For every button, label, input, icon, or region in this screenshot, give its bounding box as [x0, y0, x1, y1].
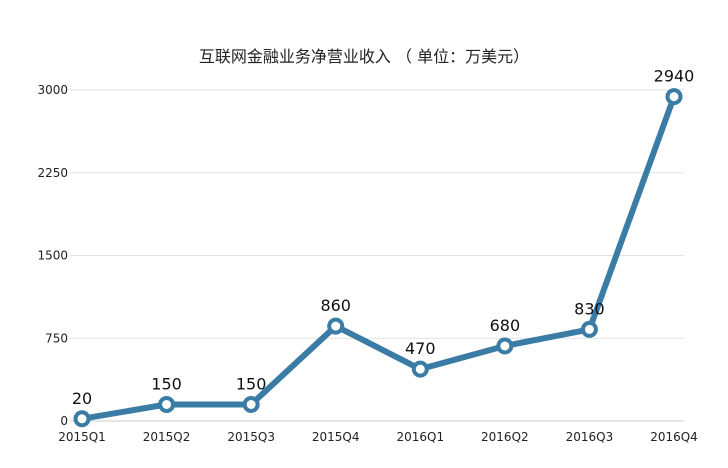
data-point: [411, 360, 429, 378]
data-point: [73, 410, 91, 428]
series-line: [79, 93, 677, 422]
data-label: 20: [72, 389, 92, 408]
y-tick-label: 2250: [37, 166, 68, 180]
data-label: 860: [320, 296, 351, 315]
x-tick-label: 2015Q4: [312, 430, 360, 444]
y-tick-label: 3000: [37, 83, 68, 97]
y-axis-ticks: 0 750 1500 2250 3000: [37, 83, 68, 428]
data-label: 680: [490, 316, 521, 335]
data-label: 150: [151, 374, 182, 393]
x-tick-label: 2016Q4: [650, 430, 698, 444]
data-label: 830: [574, 299, 605, 318]
data-label: 2940: [654, 67, 695, 86]
y-tick-label: 1500: [37, 249, 68, 263]
x-tick-label: 2015Q2: [143, 430, 191, 444]
x-tick-label: 2016Q3: [566, 430, 614, 444]
x-axis-ticks: 2015Q1 2015Q2 2015Q3 2015Q4 2016Q1 2016Q2 2016…: [58, 430, 698, 444]
x-tick-label: 2016Q1: [396, 430, 444, 444]
x-tick-label: 2016Q2: [481, 430, 529, 444]
data-point: [327, 317, 345, 335]
x-tick-label: 2015Q1: [58, 430, 106, 444]
x-tick-label: 2015Q3: [227, 430, 275, 444]
grid-lines: [70, 89, 684, 422]
data-labels: 20 150 150 860 470 680 830 2940: [72, 67, 695, 408]
y-tick-label: 0: [60, 414, 68, 428]
data-label: 470: [405, 339, 436, 358]
y-tick-label: 750: [45, 331, 68, 345]
chart-title: 互联网金融业务净营业收入 （ 单位：万美元）: [198, 47, 530, 66]
data-label: 150: [236, 374, 267, 393]
data-point: [242, 395, 260, 413]
data-points: [73, 88, 683, 428]
data-point: [580, 320, 598, 338]
data-point: [496, 337, 514, 355]
data-point: [158, 395, 176, 413]
data-point: [665, 88, 683, 106]
